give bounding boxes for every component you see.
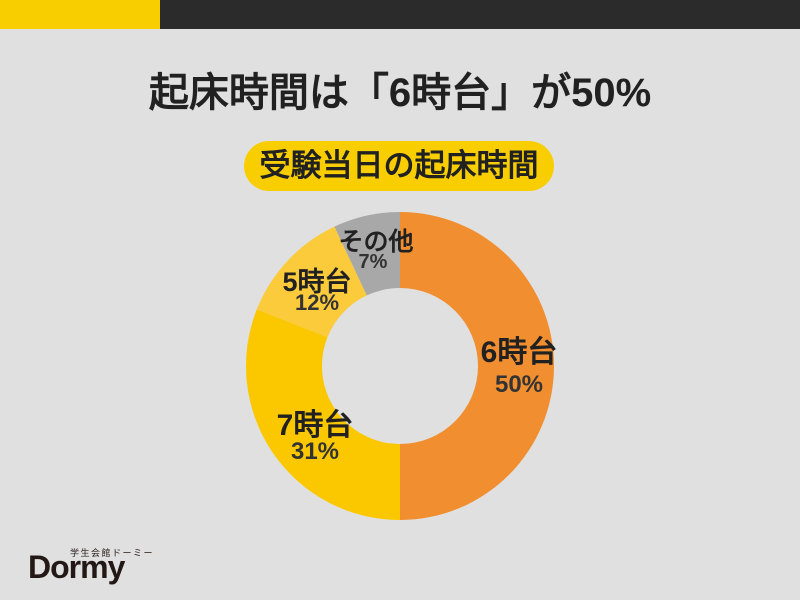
svg-text:50%: 50% bbox=[495, 371, 543, 398]
svg-text:6時台: 6時台 bbox=[481, 335, 558, 369]
svg-text:7時台: 7時台 bbox=[277, 408, 354, 442]
svg-text:12%: 12% bbox=[295, 290, 339, 315]
svg-text:7%: 7% bbox=[359, 251, 388, 273]
svg-text:31%: 31% bbox=[291, 438, 339, 465]
